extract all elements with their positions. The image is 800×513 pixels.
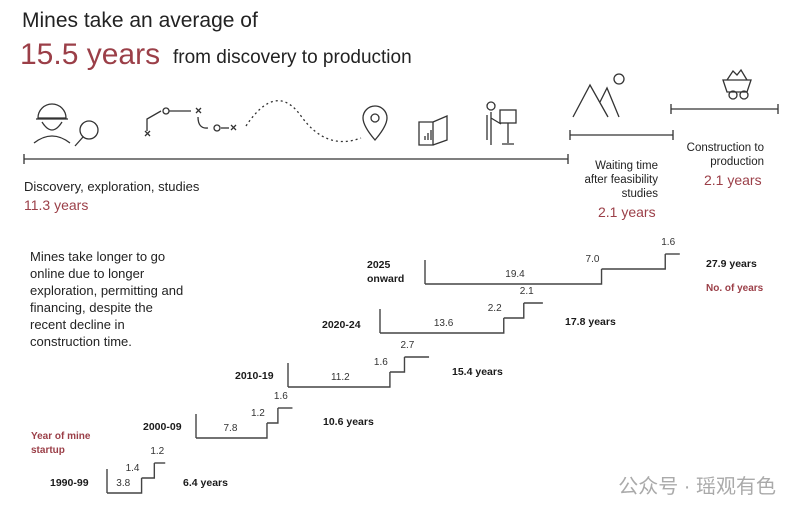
report-book-icon <box>418 115 448 146</box>
step-segment <box>141 463 156 479</box>
step-value-label: 2.7 <box>400 340 415 351</box>
step-value-label: 7.8 <box>223 423 238 434</box>
period-label: 1990-99 <box>50 477 89 489</box>
magnifier-icon <box>74 120 99 147</box>
headline-line2: from discovery to production <box>173 47 412 68</box>
step-value-label: 1.6 <box>373 357 388 368</box>
step-segment <box>266 408 279 424</box>
legend-year-label: Year of mine startup <box>31 431 91 456</box>
mountain-icon <box>572 73 625 118</box>
total-years-label: 10.6 years <box>323 416 374 428</box>
step-value-label: 19.4 <box>505 269 525 280</box>
step-segment <box>288 372 391 388</box>
step-value-label: 11.2 <box>330 372 350 383</box>
step-value-label: 1.6 <box>273 391 288 402</box>
step-segment <box>503 303 525 319</box>
step-segment <box>380 318 505 334</box>
step-value-label: 2.2 <box>487 303 502 314</box>
total-years-label: 6.4 years <box>183 477 228 489</box>
period-label: 2000-09 <box>143 421 182 433</box>
period-label: 2025 onward <box>367 259 405 285</box>
mine-cart-icon <box>722 68 752 100</box>
segment-discovery-label: Discovery, exploration, studies <box>24 179 200 194</box>
route-icon <box>144 100 362 143</box>
location-pin-icon <box>362 105 388 141</box>
step-value-label: 1.2 <box>250 408 265 419</box>
total-years-label: 17.8 years <box>565 316 616 328</box>
step-value-label: 1.2 <box>150 446 165 457</box>
headline-line1: Mines take an average of <box>22 9 258 32</box>
step-value-label: 7.0 <box>585 254 600 265</box>
step-segment <box>107 478 143 494</box>
watermark: 公众号 · 瑶观有色 <box>618 476 776 498</box>
step-segment <box>389 357 406 373</box>
period-label: 2010-19 <box>235 370 274 382</box>
step-value-label: 1.4 <box>125 463 140 474</box>
total-years-label: 15.4 years <box>452 366 503 378</box>
step-segment <box>601 254 666 270</box>
legend-years-label: No. of years <box>706 283 764 294</box>
segment-construction-label: Construction to production <box>686 142 764 168</box>
note-text: Mines take longer to go online due to lo… <box>30 249 184 349</box>
step-segment <box>196 423 268 439</box>
step-value-label: 2.1 <box>519 286 534 297</box>
total-years-label: 27.9 years <box>706 258 757 270</box>
step-value-label: 3.8 <box>116 478 131 489</box>
presenter-icon <box>486 101 517 145</box>
segment-discovery-value: 11.3 years <box>24 197 89 213</box>
step-value-label: 1.6 <box>661 237 676 248</box>
segment-waiting-value: 2.1 years <box>598 204 656 220</box>
step-value-label: 13.6 <box>433 318 454 329</box>
period-label: 2020-24 <box>322 319 361 331</box>
segment-construction-value: 2.1 years <box>704 172 762 188</box>
step-segment <box>425 269 603 285</box>
segment-waiting-label: Waiting time after feasibility studies <box>584 160 658 200</box>
worker-helmet-icon <box>33 103 71 144</box>
headline-highlight: 15.5 years <box>20 38 161 71</box>
